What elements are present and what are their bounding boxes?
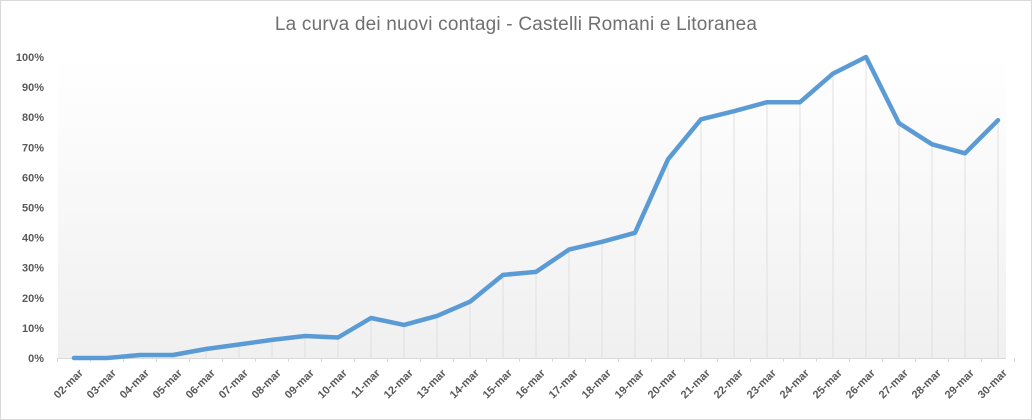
x-tick-label: 25-mar bbox=[811, 367, 846, 402]
x-tick-label: 26-mar bbox=[844, 367, 879, 402]
x-tick-label: 06-mar bbox=[184, 367, 219, 402]
x-tick-label: 14-mar bbox=[448, 367, 483, 402]
x-tick-label: 03-mar bbox=[85, 367, 120, 402]
x-axis: 02-mar 03-mar 04-mar 05-mar 06-mar 07-mar 08-m… bbox=[52, 358, 1015, 401]
x-tick-label: 04-mar bbox=[118, 367, 153, 402]
x-tick-label: 05-mar bbox=[151, 367, 186, 402]
x-tick-label: 15-mar bbox=[481, 367, 516, 402]
y-tick-label: 100% bbox=[16, 52, 44, 64]
x-tick-label: 23-mar bbox=[745, 367, 780, 402]
x-tick-label: 21-mar bbox=[679, 367, 714, 402]
y-tick-label: 0% bbox=[28, 353, 44, 365]
y-tick-label: 80% bbox=[22, 112, 44, 124]
x-tick-label: 02-mar bbox=[52, 367, 87, 402]
x-tick-label: 12-mar bbox=[382, 367, 417, 402]
x-tick-label: 24-mar bbox=[778, 367, 813, 402]
y-tick-label: 90% bbox=[22, 82, 44, 94]
x-tick-label: 28-mar bbox=[910, 367, 945, 402]
y-tick-label: 70% bbox=[22, 142, 44, 154]
x-tick-label: 11-mar bbox=[349, 367, 383, 401]
chart-title: La curva dei nuovi contagi - Castelli Ro… bbox=[274, 14, 758, 35]
y-tick-label: 20% bbox=[22, 293, 44, 305]
x-tick-label: 08-mar bbox=[250, 367, 285, 402]
y-tick-label: 60% bbox=[22, 172, 44, 184]
x-tick-label: 29-mar bbox=[943, 367, 978, 402]
y-tick-label: 30% bbox=[22, 263, 44, 275]
series-line bbox=[71, 54, 1001, 361]
x-tick-label: 30-mar bbox=[976, 367, 1011, 402]
x-tick-label: 16-mar bbox=[514, 367, 549, 402]
x-tick-label: 18-mar bbox=[580, 367, 615, 402]
y-tick-label: 50% bbox=[22, 203, 44, 215]
x-tick-label: 09-mar bbox=[283, 367, 318, 402]
x-tick-label: 19-mar bbox=[613, 367, 648, 402]
plot-area bbox=[58, 57, 1006, 358]
vertical-gridlines bbox=[139, 57, 999, 358]
x-tick-label: 10-mar bbox=[316, 367, 351, 402]
y-tick-label: 40% bbox=[22, 233, 44, 245]
x-tick-label: 22-mar bbox=[712, 367, 747, 402]
x-tick-label: 20-mar bbox=[646, 367, 681, 402]
x-tick-label: 17-mar bbox=[547, 367, 582, 402]
y-axis: 0% 10% 20% 30% 40% 50% 60% 70% 80% 90% 100% bbox=[16, 52, 44, 365]
x-tick-label: 07-mar bbox=[217, 367, 252, 402]
x-tick-label: 27-mar bbox=[877, 367, 912, 402]
x-tick-label: 13-mar bbox=[415, 367, 450, 402]
y-tick-label: 10% bbox=[22, 323, 44, 335]
